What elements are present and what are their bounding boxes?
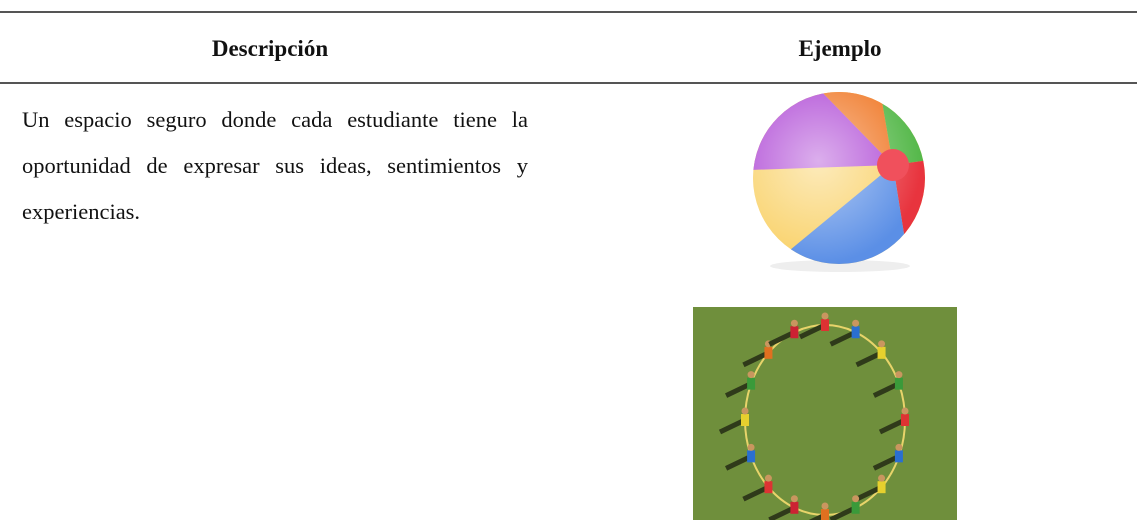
shadow	[808, 512, 827, 520]
shadow	[855, 350, 883, 368]
child	[821, 319, 829, 331]
child	[877, 346, 886, 359]
shadow	[718, 417, 747, 435]
child	[747, 377, 756, 390]
shadow	[768, 329, 796, 347]
child	[894, 450, 903, 463]
description-text: Un espacio seguro donde cada estudiante …	[22, 107, 528, 224]
child	[901, 414, 909, 426]
header-rule	[0, 82, 1137, 84]
shadow	[872, 454, 900, 471]
shadow	[798, 322, 827, 340]
shadow	[829, 329, 857, 347]
child-head	[895, 443, 903, 451]
child	[851, 326, 860, 339]
table-top-rule	[0, 11, 1137, 13]
child-head	[821, 502, 829, 510]
shadow	[725, 454, 753, 471]
child-head	[878, 340, 886, 348]
child	[764, 481, 773, 494]
child-head	[790, 319, 798, 327]
child	[877, 481, 886, 494]
child-head	[764, 474, 772, 482]
shadow	[742, 484, 770, 502]
shadow	[725, 381, 753, 398]
column-header: Ejemplo	[798, 36, 882, 61]
child	[851, 501, 860, 514]
shadow	[742, 350, 770, 368]
shadow	[855, 484, 883, 502]
shadow	[872, 381, 900, 398]
shadow	[878, 417, 907, 435]
child	[764, 346, 773, 359]
shadow	[829, 505, 857, 520]
child	[821, 509, 829, 520]
child-head	[790, 495, 798, 503]
child-head	[895, 371, 903, 379]
child	[790, 501, 799, 514]
child-head	[821, 312, 829, 320]
child	[747, 450, 756, 463]
child-head	[852, 319, 860, 327]
child-head	[741, 407, 749, 415]
child	[790, 326, 799, 339]
child-head	[878, 474, 886, 482]
child	[894, 377, 903, 390]
child-head	[747, 443, 755, 451]
child	[741, 414, 749, 426]
beach-ball	[753, 92, 925, 272]
child-head	[901, 407, 909, 415]
photo-children-circle	[693, 307, 957, 520]
shadow	[768, 505, 796, 520]
column-header: Descripción	[211, 36, 329, 61]
child-head	[852, 495, 860, 503]
child-head	[747, 371, 755, 379]
